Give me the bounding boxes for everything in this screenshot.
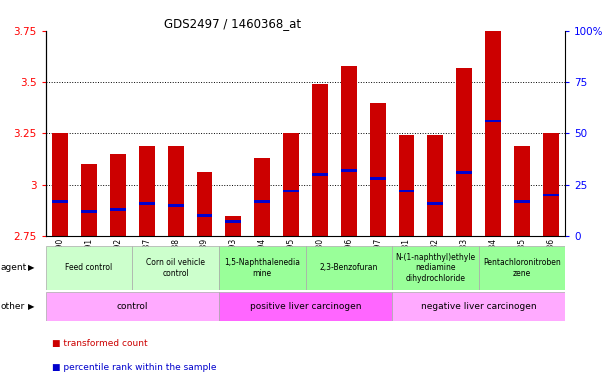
Bar xyxy=(485,10,501,236)
Bar xyxy=(81,210,97,213)
Bar xyxy=(398,136,414,236)
Bar xyxy=(53,200,68,203)
Bar xyxy=(392,246,478,290)
Bar xyxy=(485,120,501,122)
Text: Feed control: Feed control xyxy=(65,263,112,272)
Bar xyxy=(219,246,306,290)
Bar xyxy=(110,208,126,211)
Text: negative liver carcinogen: negative liver carcinogen xyxy=(421,302,536,311)
Bar xyxy=(81,164,97,236)
Bar xyxy=(370,177,386,180)
Bar xyxy=(392,292,565,321)
Bar xyxy=(428,136,443,236)
Bar xyxy=(283,190,299,192)
Bar xyxy=(168,146,183,236)
Bar xyxy=(428,202,443,205)
Bar xyxy=(306,246,392,290)
Text: agent: agent xyxy=(1,263,27,272)
Bar xyxy=(398,190,414,192)
Bar xyxy=(53,133,68,236)
Text: control: control xyxy=(117,302,148,311)
Text: N-(1-naphthyl)ethyle
nediamine
dihydrochloride: N-(1-naphthyl)ethyle nediamine dihydroch… xyxy=(395,253,475,283)
Bar xyxy=(478,246,565,290)
Bar xyxy=(543,194,558,196)
Text: positive liver carcinogen: positive liver carcinogen xyxy=(250,302,361,311)
Text: 2,3-Benzofuran: 2,3-Benzofuran xyxy=(320,263,378,272)
Bar xyxy=(341,66,357,236)
Bar xyxy=(219,292,392,321)
Bar xyxy=(46,292,219,321)
Bar xyxy=(456,171,472,174)
Text: other: other xyxy=(1,302,25,311)
Bar xyxy=(456,68,472,236)
Text: 1,5-Naphthalenedia
mine: 1,5-Naphthalenedia mine xyxy=(224,258,300,278)
Bar xyxy=(225,215,241,236)
Bar xyxy=(168,204,183,207)
Text: GDS2497 / 1460368_at: GDS2497 / 1460368_at xyxy=(164,17,301,30)
Text: Pentachloronitroben
zene: Pentachloronitroben zene xyxy=(483,258,561,278)
Bar xyxy=(514,146,530,236)
Text: ▶: ▶ xyxy=(28,263,35,272)
Bar xyxy=(341,169,357,172)
Bar xyxy=(543,133,558,236)
Bar xyxy=(312,84,328,236)
Text: ▶: ▶ xyxy=(28,302,35,311)
Bar xyxy=(514,200,530,203)
Bar xyxy=(254,158,270,236)
Bar xyxy=(139,202,155,205)
Bar xyxy=(370,103,386,236)
Bar xyxy=(283,133,299,236)
Bar xyxy=(312,173,328,176)
Bar xyxy=(139,146,155,236)
Text: ■ transformed count: ■ transformed count xyxy=(52,339,148,348)
Bar xyxy=(133,246,219,290)
Bar xyxy=(197,172,213,236)
Text: Corn oil vehicle
control: Corn oil vehicle control xyxy=(146,258,205,278)
Text: ■ percentile rank within the sample: ■ percentile rank within the sample xyxy=(52,363,216,372)
Bar xyxy=(110,154,126,236)
Bar xyxy=(46,246,133,290)
Bar xyxy=(254,200,270,203)
Bar xyxy=(225,220,241,223)
Bar xyxy=(197,214,213,217)
